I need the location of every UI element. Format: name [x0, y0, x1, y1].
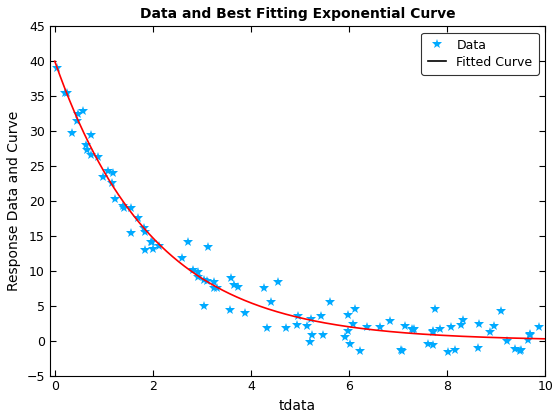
Y-axis label: Response Data and Curve: Response Data and Curve — [7, 111, 21, 291]
Fitted Curve — [530, 336, 536, 341]
X-axis label: tdata: tdata — [279, 399, 316, 413]
Fitted Curve — [284, 312, 291, 317]
Fitted Curve — [52, 59, 58, 64]
Data — [128, 231, 134, 236]
Data — [503, 339, 510, 344]
Fitted Curve — [343, 324, 350, 329]
Line: Data: Data — [53, 63, 544, 357]
Data — [517, 347, 524, 352]
Data — [54, 65, 61, 70]
Fitted Curve — [317, 320, 324, 325]
Data — [293, 323, 300, 328]
Fitted Curve — [542, 336, 548, 341]
Data — [535, 325, 542, 330]
Data — [445, 350, 451, 355]
Title: Data and Best Fitting Exponential Curve: Data and Best Fitting Exponential Curve — [139, 7, 455, 21]
Fitted Curve — [453, 333, 460, 339]
Data — [326, 299, 333, 304]
Data — [141, 230, 148, 235]
Fitted Curve — [287, 313, 294, 318]
Line: Fitted Curve: Fitted Curve — [55, 61, 545, 339]
Legend: Data, Fitted Curve: Data, Fitted Curve — [422, 32, 539, 75]
